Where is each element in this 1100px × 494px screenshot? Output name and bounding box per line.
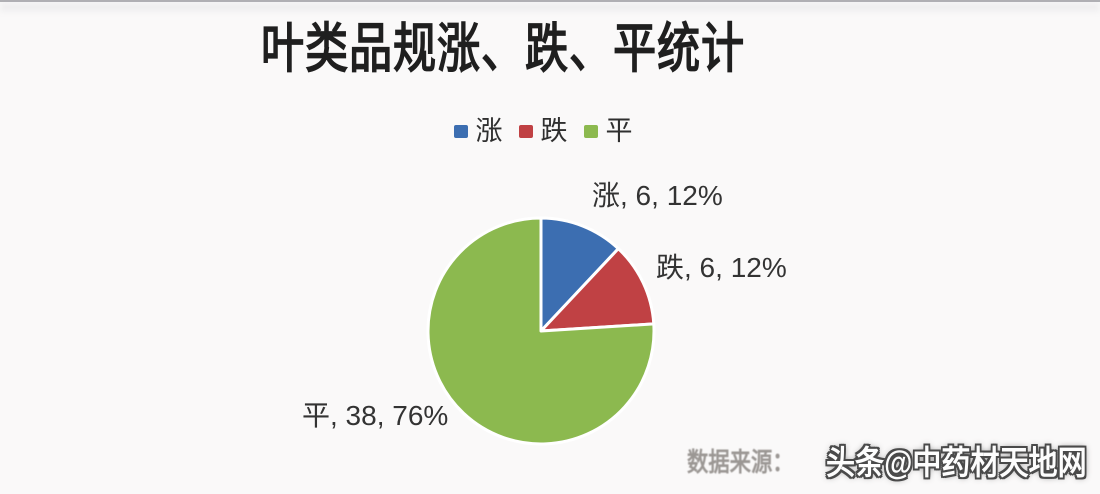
legend-swatch-fall-icon	[518, 124, 533, 138]
legend-swatch-rise-icon	[453, 124, 468, 138]
legend-item-fall: 跌	[518, 116, 568, 146]
chart-legend: 涨 跌 平	[0, 116, 1086, 146]
chart-title: 叶类品规涨、跌、平统计	[261, 19, 745, 79]
watermark-text: 头条@中药材天地网	[826, 444, 1087, 481]
legend-item-flat: 平	[583, 116, 633, 146]
legend-swatch-flat-icon	[583, 124, 598, 138]
scan-edge-line	[0, 0, 1100, 2]
pie-slice-fall	[539, 247, 656, 333]
legend-item-rise: 涨	[453, 116, 503, 146]
pie-slice-flat	[426, 216, 656, 446]
pie-slice-rise	[539, 216, 620, 333]
scan-edge-smudge	[0, 2, 1100, 12]
pie-chart	[426, 216, 656, 446]
pie-label-fall: 跌, 6, 12%	[656, 252, 787, 283]
legend-label-flat: 平	[605, 116, 633, 146]
data-source-label: 数据来源：	[687, 447, 794, 477]
legend-label-fall: 跌	[540, 116, 568, 146]
pie-label-flat: 平, 38, 76%	[302, 400, 449, 431]
legend-label-rise: 涨	[475, 116, 503, 146]
pie-label-rise: 涨, 6, 12%	[592, 180, 723, 211]
